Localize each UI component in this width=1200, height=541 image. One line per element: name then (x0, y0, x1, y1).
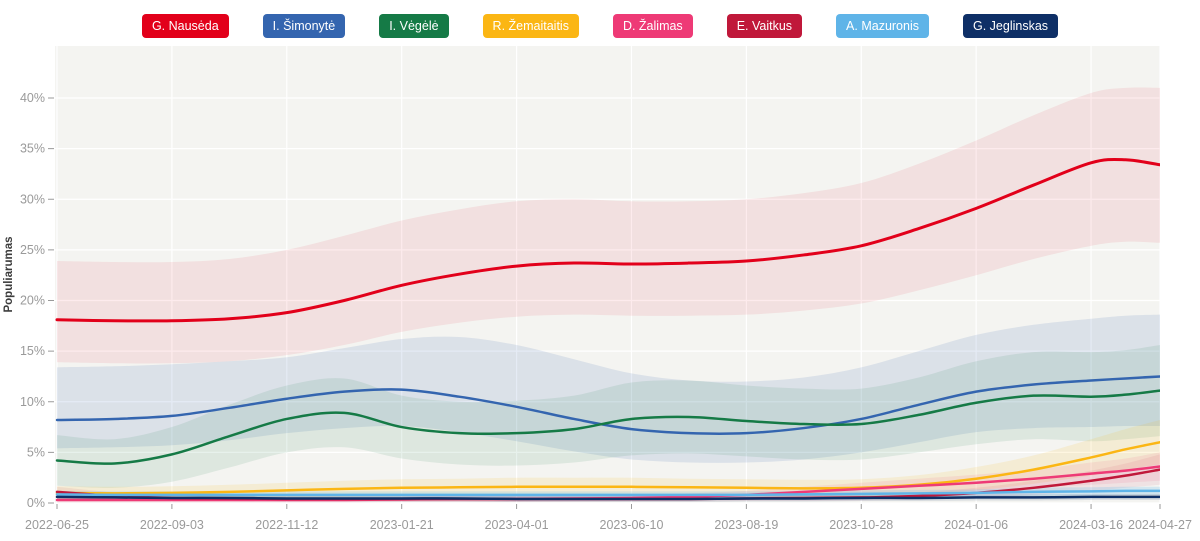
y-tick-label: 35% (20, 142, 45, 156)
series-line-g-jeglinskas (55, 495, 1160, 501)
y-tick-label: 30% (20, 192, 45, 206)
series-band-i-v-g-l (57, 345, 1160, 488)
trend-lines (55, 157, 1160, 502)
x-tick-label: 2022-06-25 (25, 518, 89, 532)
legend-item-e-vaitkus[interactable]: E. Vaitkus (726, 14, 803, 38)
y-axis-title: Populiarumas (3, 236, 15, 312)
x-tick-label: 2023-04-01 (485, 518, 549, 532)
y-tick-label: 15% (20, 344, 45, 358)
y-tick-label: 5% (27, 445, 45, 459)
x-tick-label: 2023-06-10 (600, 518, 664, 532)
series-line-r-emaitaitis (55, 441, 1160, 495)
y-tick-label: 40% (20, 91, 45, 105)
y-axis-labels: 0% 5% 10% 15% 20% 25% 30% 35% 40% (20, 91, 54, 510)
legend-item-i-imonyt[interactable]: I. Šimonytė (262, 14, 346, 38)
legend-item-r-emaitaitis[interactable]: R. Žemaitaitis (482, 14, 579, 38)
series-band-g-naus-da (57, 87, 1160, 364)
legend-item-a-mazuronis[interactable]: A. Mazuronis (836, 14, 929, 38)
x-tick-label: 2023-01-21 (370, 518, 434, 532)
series-band-d-alimas (57, 452, 1160, 503)
legend-item-g-naus-da[interactable]: G. Nausėda (141, 14, 229, 38)
series-band-i-imonyt (57, 314, 1160, 463)
gridlines (55, 46, 1161, 504)
series-line-g-naus-da (55, 157, 1160, 323)
x-tick-label: 2024-03-16 (1059, 518, 1123, 532)
y-tick-label: 25% (20, 243, 45, 257)
x-tick-label: 2022-09-03 (140, 518, 204, 532)
x-tick-label: 2022-11-12 (255, 518, 318, 532)
x-tick-label: 2024-01-06 (944, 518, 1008, 532)
legend-item-i-v-g-l[interactable]: I. Vėgėlė (379, 14, 449, 38)
legend-item-g-jeglinskas[interactable]: G. Jeglinskas (963, 14, 1059, 38)
series-line-a-mazuronis (55, 489, 1160, 497)
x-tick-label: 2023-08-19 (714, 518, 778, 532)
confidence-bands (57, 87, 1160, 503)
series-line-i-imonyt (55, 375, 1160, 435)
series-line-i-v-g-l (55, 389, 1160, 465)
series-band-r-emaitaitis (57, 419, 1160, 500)
x-tick-label: 2023-10-28 (829, 518, 893, 532)
y-tick-label: 0% (27, 496, 45, 510)
y-tick-label: 10% (20, 395, 45, 409)
legend-item-d-alimas[interactable]: D. Žalimas (612, 14, 693, 38)
x-tick-label: 2024-04-27 (1128, 518, 1192, 532)
x-axis-labels: 2022-06-25 2022-09-03 2022-11-12 2023-01-21… (25, 504, 1192, 532)
chart-legend: G. Nausėda I. Šimonytė I. Vėgėlė R. Žemaita… (0, 14, 1200, 38)
y-tick-label: 20% (20, 294, 45, 308)
